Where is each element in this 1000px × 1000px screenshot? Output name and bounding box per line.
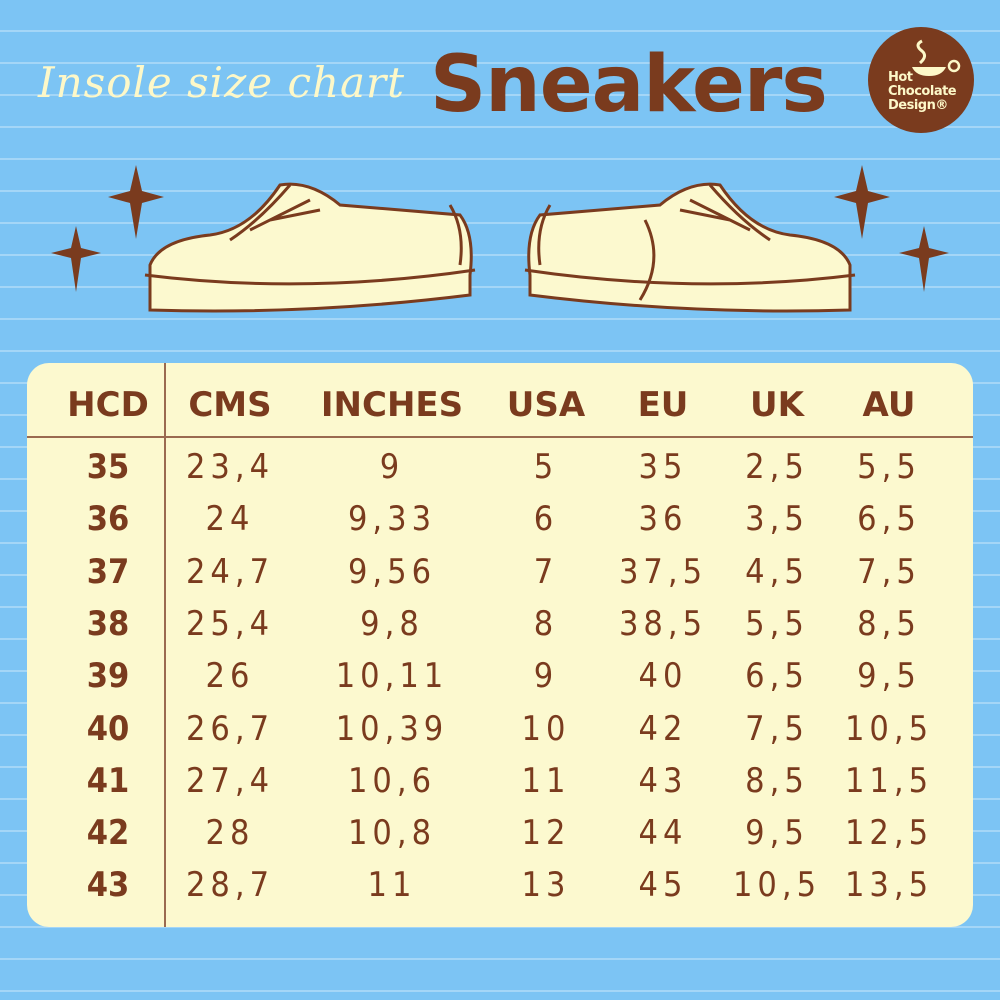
column-header-inches: INCHES: [320, 385, 464, 425]
table-cell-hcd: 40: [86, 708, 130, 749]
logo-text-1: Hot: [888, 70, 913, 85]
left-shoe: [144, 182, 476, 313]
table-cell-usa: 7: [533, 551, 559, 592]
star-icon: [108, 165, 164, 239]
column-header-cms: CMS: [188, 385, 272, 425]
table-cell-inches: 10,11: [335, 656, 449, 697]
table-cell-eu: 44: [638, 813, 688, 854]
column-divider: [164, 363, 166, 927]
star-icon: [899, 226, 949, 292]
table-cell-cms: 26: [205, 656, 255, 697]
table-cell-usa: 12: [521, 813, 571, 854]
table-cell-uk: 3,5: [745, 499, 809, 540]
logo-text-2: Chocolate: [888, 84, 957, 99]
table-cell-uk: 6,5: [745, 656, 809, 697]
star-icon: [834, 165, 890, 239]
table-cell-eu: 36: [638, 499, 688, 540]
table-cell-usa: 6: [533, 499, 559, 540]
logo-text-3: Design®: [888, 98, 948, 113]
table-cell-hcd: 43: [86, 865, 130, 906]
table-cell-inches: 10,6: [347, 760, 437, 801]
cup-icon: [912, 39, 961, 76]
table-cell-eu: 40: [638, 656, 688, 697]
table-cell-au: 10,5: [844, 708, 934, 749]
column-header-usa: USA: [506, 385, 586, 425]
column-header-hcd: HCD: [67, 385, 149, 425]
table-cell-uk: 5,5: [745, 603, 809, 644]
table-cell-uk: 9,5: [745, 813, 809, 854]
illustration: [51, 165, 949, 313]
table-cell-uk: 2,5: [745, 447, 809, 487]
table-cell-cms: 24: [205, 499, 255, 540]
table-cell-usa: 13: [521, 865, 571, 906]
table-cell-cms: 26,7: [185, 708, 275, 749]
table-cell-hcd: 42: [86, 813, 130, 854]
table-cell-cms: 24,7: [185, 551, 275, 592]
table-cell-inches: 11: [367, 865, 417, 906]
table-cell-cms: 25,4: [185, 603, 275, 644]
logo: Hot Chocolate Design®: [868, 27, 974, 133]
table-cell-hcd: 41: [86, 760, 130, 801]
table-cell-usa: 8: [533, 603, 559, 644]
column-header-au: AU: [862, 385, 916, 425]
column-header-uk: UK: [750, 385, 804, 425]
table-cell-eu: 35: [638, 447, 688, 487]
table-cell-uk: 8,5: [745, 760, 809, 801]
table-cell-usa: 9: [533, 656, 559, 697]
table-cell-cms: 28,7: [185, 865, 275, 906]
table-cell-hcd: 37: [86, 551, 130, 592]
header-divider: [27, 436, 973, 438]
table-cell-au: 11,5: [844, 760, 934, 801]
table-cell-inches: 10,39: [335, 708, 449, 749]
table-cell-cms: 27,4: [185, 760, 275, 801]
table-cell-au: 12,5: [844, 813, 934, 854]
table-cell-eu: 37,5: [618, 551, 708, 592]
table-cell-inches: 9,8: [360, 603, 424, 644]
table-cell-uk: 7,5: [745, 708, 809, 749]
table-cell-inches: 9: [379, 447, 405, 487]
table-cell-hcd: 36: [86, 499, 130, 540]
table-cell-eu: 38,5: [618, 603, 708, 644]
table-cell-cms: 28: [205, 813, 255, 854]
table-cell-au: 9,5: [857, 656, 921, 697]
table-cell-hcd: 35: [86, 447, 130, 487]
table-cell-au: 8,5: [857, 603, 921, 644]
table-cell-au: 5,5: [857, 447, 921, 487]
right-shoe: [524, 182, 856, 313]
table-cell-cms: 23,4: [185, 447, 275, 487]
table-cell-hcd: 39: [86, 656, 130, 697]
table-cell-hcd: 38: [86, 603, 130, 644]
table-cell-au: 13,5: [844, 865, 934, 906]
star-icon: [51, 226, 101, 292]
table-cell-usa: 10: [521, 708, 571, 749]
page-title: Sneakers: [430, 40, 828, 130]
table-cell-eu: 42: [638, 708, 688, 749]
table-cell-eu: 45: [638, 865, 688, 906]
table-cell-au: 6,5: [857, 499, 921, 540]
table-cell-inches: 10,8: [347, 813, 437, 854]
column-header-eu: EU: [637, 385, 689, 425]
table-cell-usa: 5: [533, 447, 559, 487]
table-cell-uk: 10,5: [732, 865, 822, 906]
size-table: HCD CMS INCHES USA EU UK AU 35 23,4 9 5 35 2,5 5,5 36 2…: [27, 363, 973, 927]
table-cell-inches: 9,33: [347, 499, 437, 540]
subtitle: Insole size chart: [38, 58, 406, 107]
table-cell-inches: 9,56: [347, 551, 437, 592]
table-cell-usa: 11: [521, 760, 571, 801]
table-cell-uk: 4,5: [745, 551, 809, 592]
table-cell-eu: 43: [638, 760, 688, 801]
table-cell-au: 7,5: [857, 551, 921, 592]
